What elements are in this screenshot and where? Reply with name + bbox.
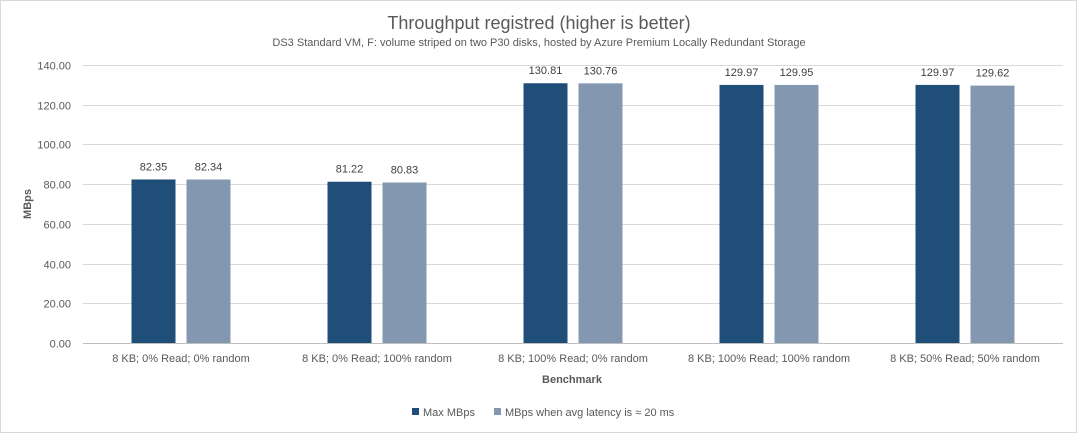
legend: Max MBps MBps when avg latency is ≈ 20 ms (412, 407, 675, 419)
y-tick-label: 0.00 (50, 339, 71, 351)
data-label: 130.81 (529, 65, 563, 77)
x-tick-label: 8 KB; 0% Read; 100% random (302, 353, 452, 365)
bar (915, 84, 960, 343)
x-tick-label: 8 KB; 100% Read; 100% random (688, 353, 850, 365)
chart-title: Throughput registred (higher is better) (387, 13, 690, 33)
bar (970, 85, 1015, 343)
y-tick-label: 120.00 (37, 101, 71, 113)
chart-subtitle: DS3 Standard VM, F: volume striped on tw… (272, 37, 805, 49)
legend-swatch (412, 408, 419, 415)
legend-swatch (494, 408, 501, 415)
bar (719, 84, 764, 343)
data-label: 129.62 (976, 68, 1010, 80)
x-tick-label: 8 KB; 0% Read; 0% random (112, 353, 250, 365)
y-tick-label: 40.00 (43, 260, 71, 272)
y-tick-label: 20.00 (43, 299, 71, 311)
legend-label: Max MBps (423, 407, 475, 419)
data-label: 129.97 (921, 67, 955, 79)
bar (131, 179, 176, 343)
y-tick-label: 100.00 (37, 140, 71, 152)
legend-label: MBps when avg latency is ≈ 20 ms (505, 407, 675, 419)
y-axis-ticks: 0.00 20.00 40.00 60.00 80.00 100.00 120.00 140.… (37, 61, 71, 351)
x-tick-label: 8 KB; 50% Read; 50% random (890, 353, 1040, 365)
bar (523, 83, 568, 343)
bar (382, 182, 427, 343)
x-tick-label: 8 KB; 100% Read; 0% random (498, 353, 648, 365)
bar (578, 83, 623, 344)
x-axis-ticks: 8 KB; 0% Read; 0% random 8 KB; 0% Read; 1… (112, 353, 1040, 365)
data-label: 82.34 (195, 161, 223, 173)
y-tick-label: 80.00 (43, 180, 71, 192)
data-labels: 82.35 82.34 81.22 80.83 130.81 130.76 129.97 12… (140, 65, 1010, 176)
data-label: 81.22 (336, 164, 364, 176)
bar (327, 181, 372, 343)
y-tick-label: 60.00 (43, 220, 71, 232)
data-label: 129.95 (780, 67, 814, 79)
data-label: 82.35 (140, 161, 168, 173)
data-label: 80.83 (391, 164, 419, 176)
bar (186, 179, 231, 343)
y-axis-title: MBps (22, 189, 34, 219)
x-axis-title: Benchmark (542, 374, 603, 386)
bars (131, 83, 1015, 344)
data-label: 129.97 (725, 67, 759, 79)
gridlines (83, 65, 1063, 344)
data-label: 130.76 (584, 65, 618, 77)
y-tick-label: 140.00 (37, 61, 71, 73)
bar (774, 84, 819, 344)
